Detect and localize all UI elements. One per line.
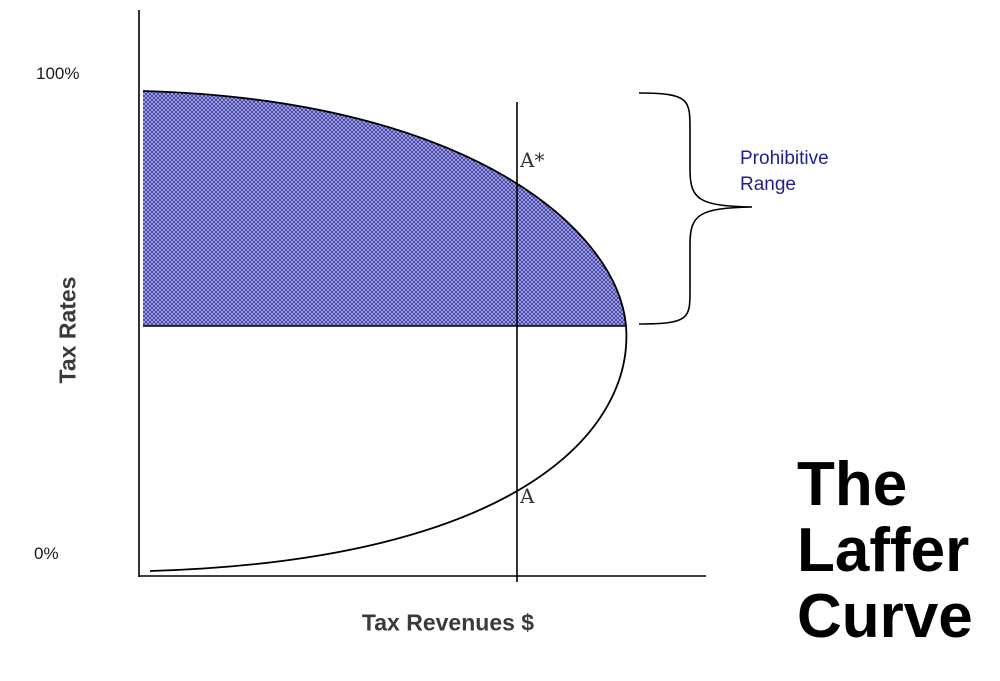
title-line-1: The: [797, 450, 908, 519]
y-top-tick-label: 100%: [36, 64, 80, 83]
prohibitive-range-label: Prohibitive Range: [740, 146, 829, 198]
point-a-star-label: A*: [520, 148, 545, 172]
title-line-3: Curve: [797, 582, 973, 651]
prohibitive-range-brace: [638, 92, 753, 325]
prohibitive-shaded-region: [143, 91, 626, 326]
laffer-curve: [142, 90, 628, 572]
diagram-title: The Laffer Curve: [797, 452, 973, 650]
title-line-2: Laffer: [797, 516, 970, 585]
y-bottom-tick-label: 0%: [34, 544, 59, 563]
x-axis-title: Tax Revenues $: [361, 609, 535, 636]
range-label-line-1: Prohibitive: [740, 148, 829, 169]
point-a-label: A: [520, 484, 535, 508]
y-axis-title: Tax Rates: [54, 276, 81, 384]
range-label-line-2: Range: [740, 174, 796, 195]
